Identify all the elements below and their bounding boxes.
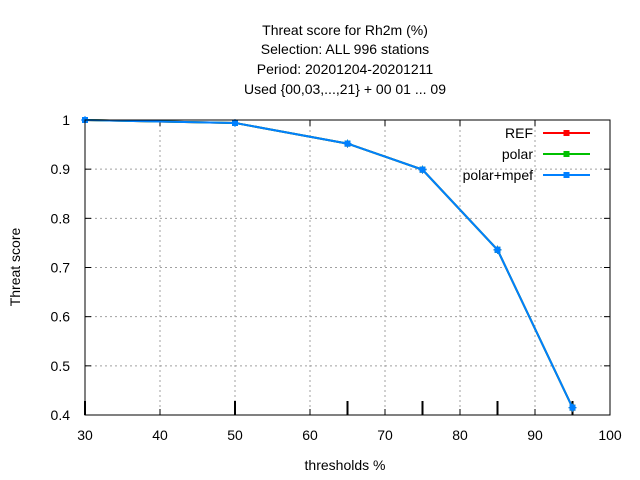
x-axis-label: thresholds % [305,457,386,473]
legend-label: REF [505,125,533,141]
y-tick-label: 0.9 [51,161,71,177]
y-tick-label: 1 [62,112,70,128]
data-series [81,116,577,412]
legend-entry: polar [502,146,590,162]
y-axis-label: Threat score [7,227,23,306]
x-tick-label: 90 [527,427,543,443]
legend-marker [563,151,570,157]
y-tick-label: 0.8 [51,210,71,226]
x-tick-label: 100 [598,427,622,443]
legend-marker [563,130,570,136]
legend: REF polar polar+mpef [463,125,590,183]
x-tick-label: 50 [227,427,243,443]
x-tick-label: 40 [152,427,168,443]
grid-lines [85,120,610,415]
axis-ticks: 30 40 50 60 70 80 90 100 0.4 0.5 0.6 0.7 0.8 0.9 1 [51,112,622,443]
legend-entry: polar+mpef [463,167,590,183]
title-line-2: Selection: ALL 996 stations [261,41,429,57]
title-line-1: Threat score for Rh2m (%) [262,22,428,38]
y-tick-label: 0.4 [51,407,71,423]
x-tick-label: 70 [377,427,393,443]
y-tick-label: 0.5 [51,358,71,374]
series-line [84,119,574,409]
title-line-3: Period: 20201204-20201211 [257,61,434,77]
y-tick-label: 0.7 [51,260,71,276]
legend-label: polar [502,146,533,162]
x-tick-label: 80 [452,427,468,443]
series-line [84,119,574,409]
x-tick-label: 30 [77,427,93,443]
legend-marker [563,172,570,178]
chart-title: Threat score for Rh2m (%) Selection: ALL… [244,22,446,97]
title-line-4: Used {00,03,...,21} + 00 01 ... 09 [244,81,446,97]
series-line [84,119,574,409]
x-tick-label: 60 [302,427,318,443]
y-tick-label: 0.6 [51,309,71,325]
plot-frame [84,119,611,416]
legend-label: polar+mpef [463,167,534,183]
legend-entry: REF [505,125,590,141]
